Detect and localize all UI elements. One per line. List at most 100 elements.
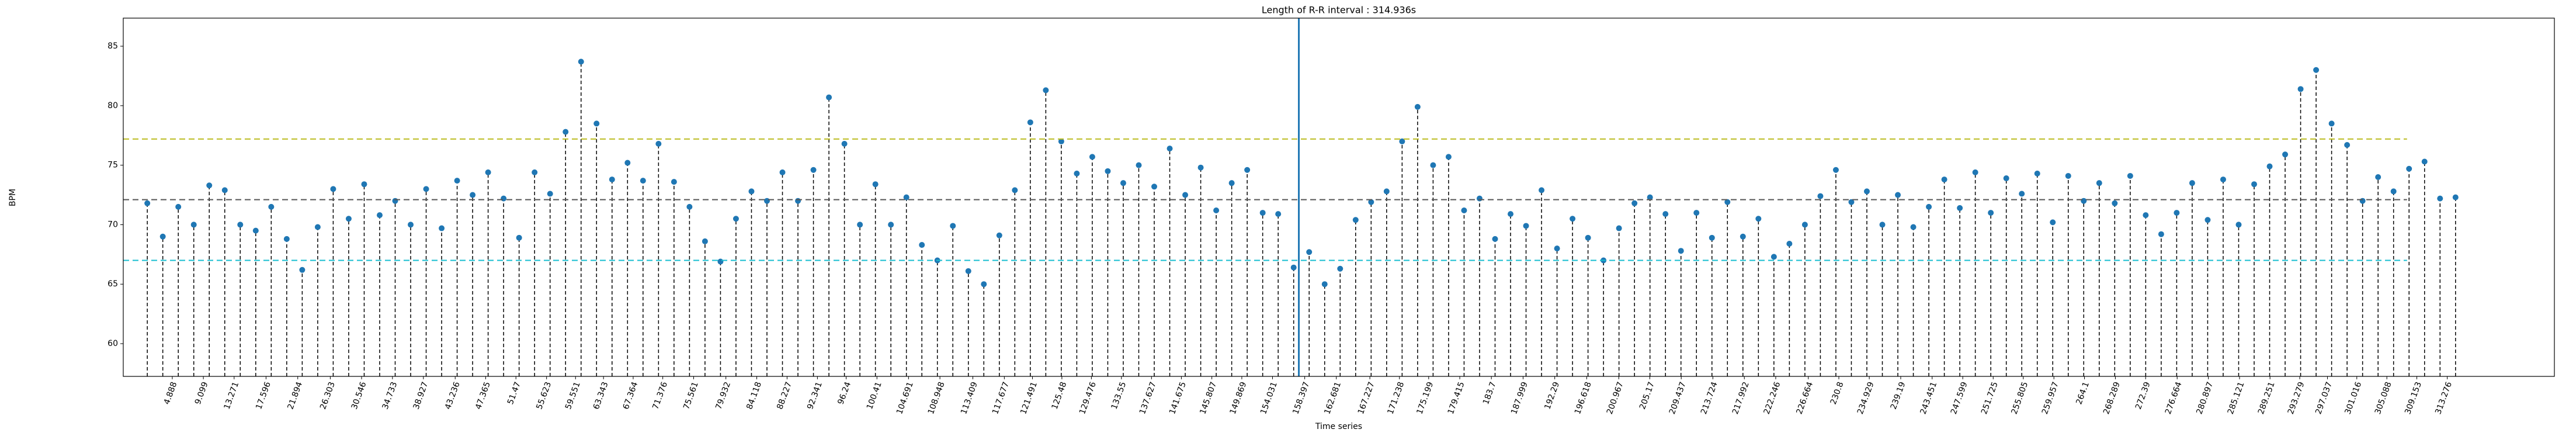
stem-marker	[1337, 265, 1343, 272]
stem-marker	[190, 222, 197, 228]
stem-marker	[810, 167, 817, 173]
stem-marker	[655, 140, 662, 147]
stem-marker	[1832, 167, 1839, 173]
x-tick-label: 30.546	[350, 380, 369, 411]
stem-marker	[1678, 248, 1684, 254]
x-tick-label: 226.664	[1794, 380, 1815, 416]
stem-marker	[2235, 222, 2242, 228]
stem-marker	[1244, 167, 1251, 173]
stem-marker	[996, 232, 1002, 238]
stem-marker	[1895, 192, 1901, 198]
stem-marker	[392, 198, 398, 204]
x-tick-label: 217.992	[1731, 380, 1751, 416]
x-tick-label: 213.724	[1699, 380, 1720, 416]
x-tick-label: 243.451	[1918, 380, 1939, 416]
stem-marker	[1058, 138, 1064, 144]
x-tick-label: 171.238	[1386, 380, 1406, 416]
x-tick-label: 88.227	[775, 380, 794, 411]
x-tick-label: 297.037	[2314, 380, 2334, 416]
x-tick-label: 175.199	[1415, 380, 1435, 416]
stem-marker	[2344, 142, 2351, 148]
stem-marker	[1321, 281, 1328, 288]
stem-marker	[2050, 219, 2056, 226]
x-tick-label: 59.551	[564, 380, 582, 411]
x-tick-label: 38.927	[412, 380, 431, 411]
stem-marker	[1941, 177, 1947, 183]
x-tick-label: 63.343	[592, 380, 610, 411]
x-tick-label: 43.236	[443, 380, 462, 411]
stem-marker	[1352, 217, 1359, 223]
stem-marker	[1430, 162, 1436, 168]
x-tick-label: 230.8	[1829, 380, 1846, 406]
stem-marker	[1120, 180, 1126, 186]
stem-marker	[888, 222, 894, 228]
stem-marker	[2452, 194, 2459, 200]
stem-marker	[159, 233, 166, 240]
x-tick-label: 9.099	[193, 380, 210, 406]
x-tick-label: 129.476	[1078, 380, 1098, 416]
stem-marker	[2096, 180, 2102, 186]
stem-marker	[872, 181, 879, 188]
stem-marker	[1863, 188, 1870, 195]
stem-marker	[283, 236, 290, 242]
stem-marker	[314, 224, 321, 230]
stem-marker	[408, 222, 414, 228]
stem-marker	[981, 281, 987, 288]
x-tick-label: 209.437	[1668, 380, 1688, 416]
stem-marker	[1399, 138, 1405, 144]
stem-marker	[1724, 199, 1731, 205]
x-tick-label: 239.19	[1889, 380, 1908, 411]
stem-marker	[1539, 187, 1545, 193]
stem-marker	[2375, 174, 2381, 180]
x-tick-label: 192.29	[1543, 380, 1561, 411]
stem-marker	[1523, 223, 1529, 229]
stem-marker	[2297, 86, 2304, 92]
x-tick-label: 26.303	[318, 380, 337, 411]
stem-marker	[593, 120, 600, 127]
stem-marker	[547, 191, 553, 197]
x-tick-label: 264.1	[2074, 380, 2091, 406]
stem-marker	[361, 181, 367, 188]
stem-marker	[1275, 211, 1282, 217]
plot-frame	[123, 18, 2555, 377]
x-tick-label: 17.596	[254, 380, 273, 411]
stem-marker	[1554, 245, 1560, 252]
x-tick-label: 13.271	[223, 380, 241, 411]
chart-title: Length of R-R interval : 314.936s	[1262, 5, 1416, 16]
x-tick-label: 75.561	[682, 380, 700, 411]
x-tick-label: 141.675	[1168, 380, 1188, 416]
x-tick-label: 137.627	[1138, 380, 1158, 416]
stem-marker	[144, 200, 151, 206]
stem-marker	[439, 225, 445, 231]
stem-marker	[2143, 212, 2149, 219]
stem-marker	[732, 216, 739, 222]
x-tick-label: 145.807	[1198, 380, 1218, 416]
x-tick-label: 222.246	[1762, 380, 1783, 416]
x-tick-label: 4.888	[162, 380, 179, 406]
stem-marker	[470, 192, 476, 198]
stem-marker	[2266, 163, 2273, 169]
stem-marker	[1089, 154, 1095, 160]
x-axis-label: Time series	[1315, 422, 1362, 431]
stem-marker	[175, 203, 182, 210]
x-tick-label: 34.733	[381, 380, 400, 411]
stem-marker	[1910, 224, 1917, 230]
stem-marker	[1879, 222, 1886, 228]
x-tick-label: 205.17	[1638, 380, 1657, 411]
stem-marker	[857, 222, 863, 228]
stem-marker	[1786, 241, 1793, 247]
stem-marker	[1848, 199, 1855, 205]
x-tick-label: 255.805	[2009, 380, 2030, 416]
stem-marker	[1570, 216, 1576, 222]
x-tick-label: 79.932	[714, 380, 732, 411]
stem-marker	[1492, 236, 1498, 242]
x-tick-label: 158.397	[1291, 380, 1311, 416]
stem-marker	[748, 188, 755, 195]
x-tick-label: 154.031	[1259, 380, 1279, 416]
x-tick-label: 21.894	[286, 380, 304, 411]
stem-marker	[826, 94, 832, 101]
stem-marker	[2313, 67, 2320, 73]
stem-marker	[1012, 187, 1018, 193]
stem-marker	[779, 169, 786, 175]
